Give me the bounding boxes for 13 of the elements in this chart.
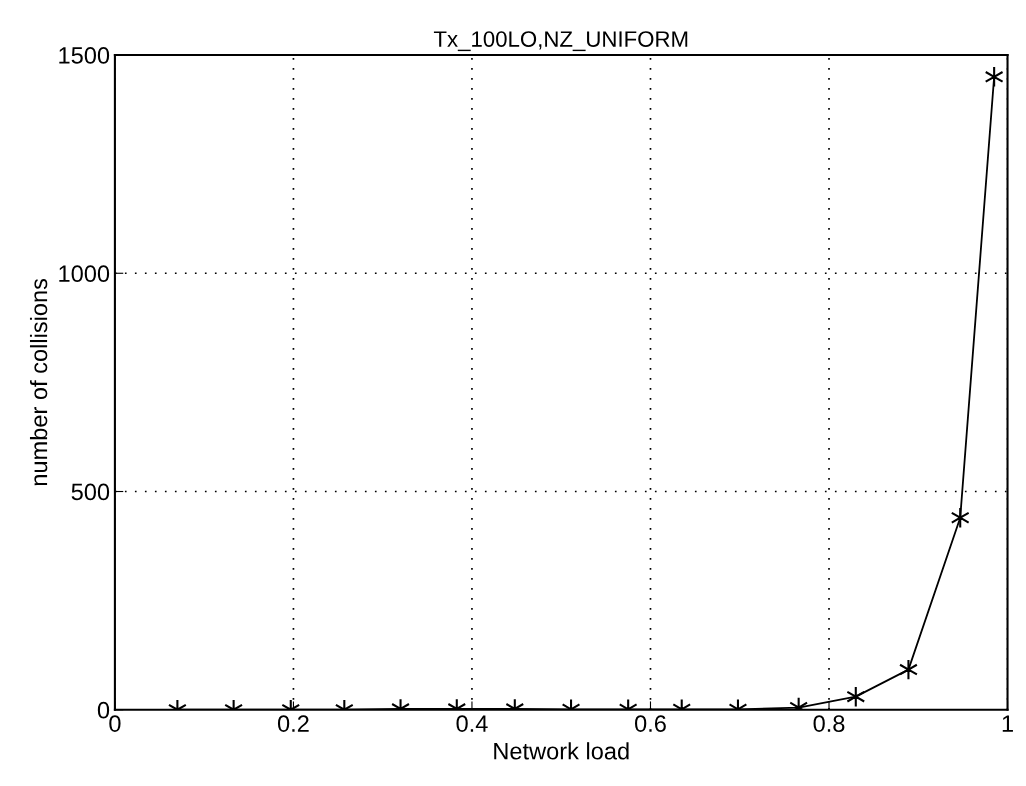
y-tick-label: 500 <box>71 483 110 501</box>
x-tick-label: 0.2 <box>277 715 309 732</box>
y-tick-label: 1000 <box>59 265 110 283</box>
x-tick-label: 0.6 <box>635 715 666 732</box>
y-axis-title: number of collisions <box>29 278 48 486</box>
x-tick-label: 0 <box>109 715 121 732</box>
chart-title: Tx_100LO,NZ_UNIFORM <box>433 31 688 52</box>
x-tick-label: 1 <box>1002 715 1013 732</box>
x-tick-label: 0.4 <box>456 715 488 732</box>
y-tick-label: 0 <box>97 701 110 719</box>
y-tick-label: 1500 <box>59 47 110 64</box>
x-tick-label: 0.8 <box>813 715 845 732</box>
x-axis-title: Network load <box>494 742 629 760</box>
